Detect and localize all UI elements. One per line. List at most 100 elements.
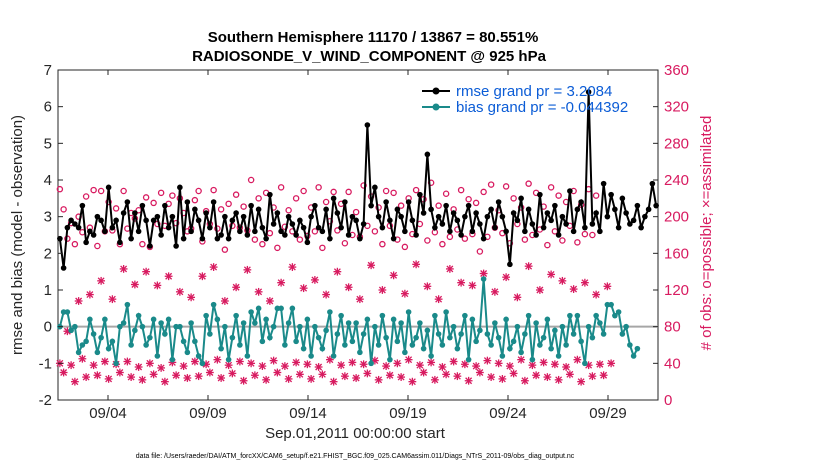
- rmse-point: [57, 235, 63, 242]
- rmse-point: [537, 191, 543, 198]
- rmse-point: [139, 202, 146, 209]
- assimilated-obs-point: [400, 289, 409, 298]
- bias-point: [567, 312, 573, 319]
- assimilated-obs-point: [352, 374, 361, 382]
- bias-point: [597, 320, 603, 326]
- rmse-point: [372, 184, 378, 191]
- bias-point: [372, 323, 378, 330]
- data-file-footnote: data file: /Users/raeder/DAI/ATM_forcXX/…: [136, 453, 575, 460]
- y-right-tick-label: 360: [664, 62, 689, 79]
- assimilated-obs-point: [442, 370, 451, 379]
- bias-point: [120, 320, 127, 326]
- assimilated-obs-point: [299, 284, 308, 293]
- rmse-point: [154, 213, 161, 220]
- possible-obs-point: [412, 186, 420, 194]
- bias-point: [87, 316, 93, 323]
- assimilated-obs-point: [427, 358, 436, 367]
- bias-point: [225, 356, 232, 363]
- possible-obs-point: [296, 236, 304, 243]
- assimilated-obs-point: [164, 272, 173, 281]
- bias-point: [469, 316, 476, 323]
- assimilated-obs-point: [322, 290, 331, 299]
- bias-point: [150, 316, 157, 323]
- bias-point: [199, 360, 206, 367]
- possible-obs-point: [435, 202, 442, 209]
- possible-obs-point: [94, 242, 101, 250]
- rmse-point: [248, 202, 254, 209]
- assimilated-obs-point: [85, 290, 94, 299]
- assimilated-obs-point: [183, 374, 192, 382]
- bias-point: [289, 305, 296, 312]
- bias-point: [394, 338, 401, 345]
- bias-point: [439, 342, 446, 348]
- chart-subtitle: RADIOSONDE_V_WIND_COMPONENT @ 925 hPa: [192, 48, 547, 65]
- bias-point: [495, 334, 502, 341]
- bias-point: [409, 342, 416, 348]
- bias-point: [188, 320, 194, 326]
- possible-obs-point: [544, 241, 551, 249]
- rmse-point: [477, 221, 483, 227]
- possible-obs-point: [221, 246, 229, 253]
- bias-point: [499, 353, 506, 359]
- rmse-point: [495, 199, 502, 205]
- bias-point: [75, 349, 82, 356]
- bias-point: [285, 320, 292, 326]
- rmse-point: [237, 228, 243, 235]
- rmse-point: [604, 213, 611, 220]
- rmse-point: [627, 221, 633, 227]
- possible-obs-point: [191, 196, 199, 204]
- rmse-point: [199, 235, 206, 242]
- bias-point: [68, 327, 74, 334]
- bias-point: [293, 338, 299, 345]
- bias-point: [158, 320, 164, 326]
- assimilated-obs-point: [348, 358, 357, 367]
- assimilated-obs-point: [464, 376, 473, 385]
- assimilated-obs-point: [558, 276, 567, 285]
- assimilated-obs-point: [288, 263, 297, 271]
- possible-obs-point: [521, 236, 529, 243]
- bias-point: [222, 323, 228, 330]
- assimilated-obs-point: [273, 368, 282, 377]
- bias-point: [368, 360, 374, 367]
- assimilated-obs-point: [580, 278, 589, 287]
- possible-obs-point: [424, 237, 431, 244]
- assimilated-obs-point: [573, 355, 582, 364]
- rmse-point: [169, 213, 176, 220]
- rmse-point: [563, 221, 569, 227]
- rmse-point: [428, 206, 434, 213]
- rmse-point: [548, 217, 554, 224]
- rmse-point: [207, 224, 213, 231]
- possible-obs-point: [555, 192, 562, 199]
- chart-title: Southern Hemisphere 11170 / 13867 = 80.5…: [208, 29, 539, 46]
- assimilated-obs-point: [307, 375, 316, 383]
- assimilated-obs-point: [100, 357, 109, 366]
- assimilated-obs-point: [423, 282, 432, 291]
- rmse-point: [90, 232, 97, 238]
- assimilated-obs-point: [295, 370, 304, 379]
- legend-rmse-label: rmse grand pr = 3.2084: [456, 83, 612, 100]
- bias-point: [177, 323, 183, 330]
- assimilated-obs-point: [134, 363, 143, 371]
- bias-point: [600, 331, 607, 337]
- rmse-point: [368, 202, 374, 209]
- bias-point: [139, 323, 146, 330]
- rmse-point: [612, 206, 618, 213]
- assimilated-obs-point: [535, 286, 544, 294]
- assimilated-obs-point: [445, 265, 454, 273]
- bias-point: [484, 331, 491, 337]
- assimilated-obs-point: [104, 375, 113, 383]
- rmse-point: [533, 232, 539, 238]
- assimilated-obs-point: [393, 359, 402, 368]
- rmse-point: [64, 224, 71, 231]
- y-axis-right-ticks: 0 40 80 120 160 200 240 280 320 360: [653, 62, 689, 409]
- assimilated-obs-point: [153, 281, 162, 290]
- rmse-point: [162, 202, 168, 209]
- rmse-point: [210, 199, 217, 205]
- rmse-point: [375, 213, 382, 220]
- y-axis-right-label: # of obs: o=possible; ×=assimilated: [698, 116, 715, 351]
- possible-obs-point: [510, 195, 517, 202]
- assimilated-obs-point: [374, 375, 383, 384]
- possible-obs-point: [502, 183, 510, 190]
- bias-point: [244, 353, 251, 359]
- assimilated-obs-point: [224, 361, 233, 370]
